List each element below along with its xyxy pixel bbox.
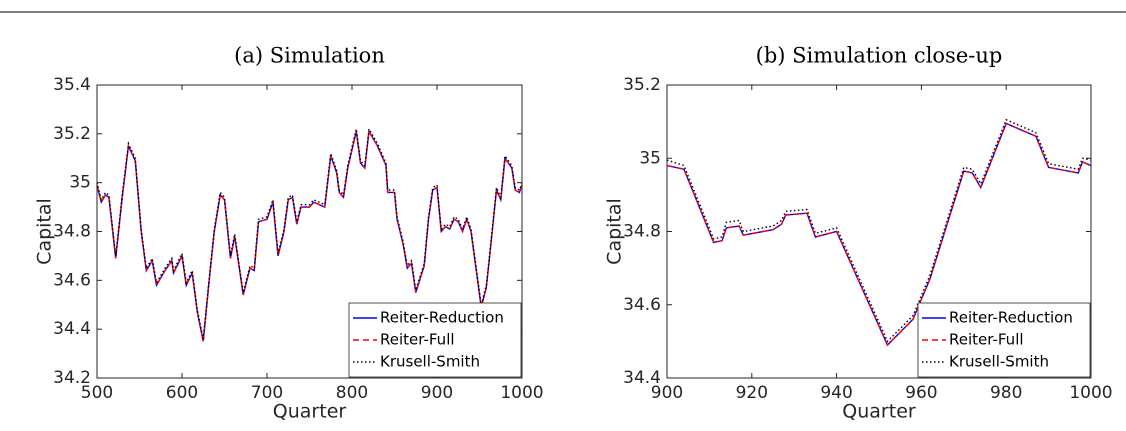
series-line xyxy=(96,129,523,342)
y-tick-label: 34.2 xyxy=(53,368,91,388)
y-axis-label: Capital xyxy=(34,198,56,265)
legend-label: Reiter-Reduction xyxy=(380,309,504,327)
axes-frame xyxy=(666,84,1092,379)
legend-box xyxy=(917,302,1091,378)
y-tick-label: 35.4 xyxy=(53,75,91,95)
legend-label: Reiter-Full xyxy=(949,331,1024,349)
y-tick-label: 35 xyxy=(639,148,661,168)
x-tick-label: 600 xyxy=(166,383,198,403)
x-tick-label: 900 xyxy=(421,383,453,403)
x-tick-label: 700 xyxy=(251,383,283,403)
x-axis-label: Quarter xyxy=(842,401,916,423)
y-tick-label: 34.8 xyxy=(53,222,91,242)
y-tick-label: 35.2 xyxy=(623,75,661,95)
x-tick-label: 1000 xyxy=(1069,383,1112,403)
x-tick-label: 800 xyxy=(336,383,368,403)
x-tick-label: 920 xyxy=(736,383,768,403)
y-tick-label: 34.4 xyxy=(53,319,91,339)
x-tick-label: 940 xyxy=(820,383,852,403)
y-tick-label: 35 xyxy=(69,173,91,193)
legend-label: Reiter-Reduction xyxy=(949,309,1073,327)
y-tick-label: 35.2 xyxy=(53,124,91,144)
y-tick-label: 34.8 xyxy=(623,222,661,242)
y-axis-label: Capital xyxy=(604,198,626,265)
x-axis-label: Quarter xyxy=(273,401,347,423)
chart-title: (a) Simulation xyxy=(234,44,385,68)
x-tick-label: 980 xyxy=(990,383,1022,403)
series-line xyxy=(666,118,1092,343)
x-tick-label: 500 xyxy=(81,383,113,403)
x-tick-label: 1000 xyxy=(500,383,543,403)
legend-label: Krusell-Smith xyxy=(949,353,1049,371)
axes-frame xyxy=(96,84,523,379)
legend-box xyxy=(348,302,522,378)
y-tick-label: 34.6 xyxy=(53,270,91,290)
legend-label: Krusell-Smith xyxy=(380,353,480,371)
y-tick-label: 34.6 xyxy=(623,295,661,315)
x-tick-label: 900 xyxy=(651,383,683,403)
legend-label: Reiter-Full xyxy=(380,331,455,349)
x-tick-label: 960 xyxy=(905,383,937,403)
series-line xyxy=(666,122,1092,347)
chart-title: (b) Simulation close-up xyxy=(756,44,1003,68)
series-line xyxy=(96,126,523,340)
y-tick-label: 34.4 xyxy=(623,368,661,388)
